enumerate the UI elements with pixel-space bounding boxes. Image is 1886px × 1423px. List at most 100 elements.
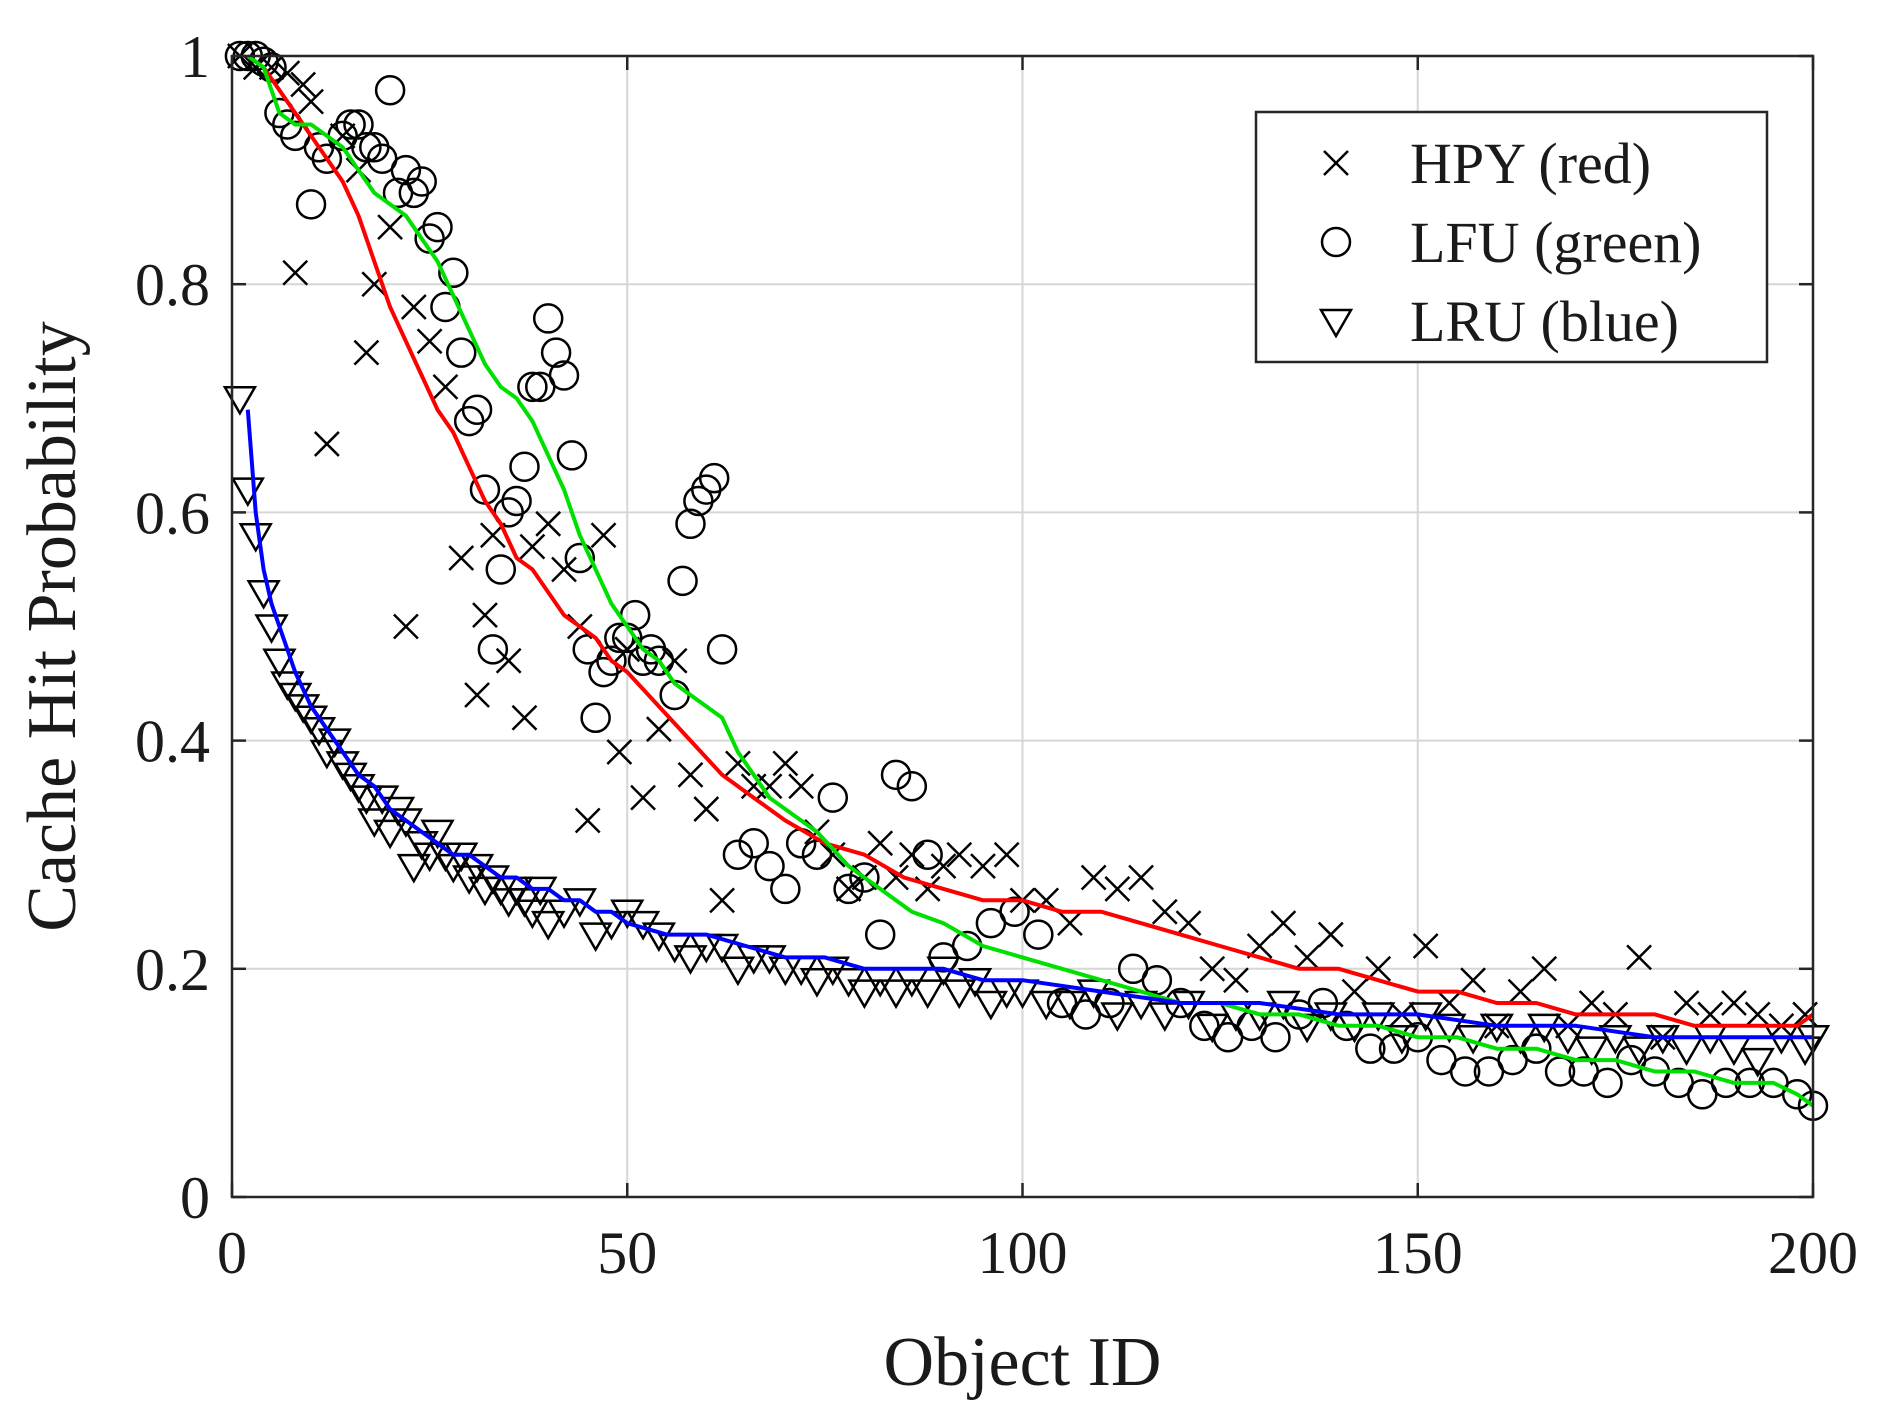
marker-lfu: [548, 360, 580, 391]
marker-lru: [673, 945, 708, 975]
x-tick-label: 50: [597, 1220, 657, 1286]
marker-lfu: [517, 371, 548, 403]
marker-hpy: [298, 88, 324, 115]
marker-hpy: [1199, 955, 1226, 982]
marker-lru: [1527, 1013, 1562, 1044]
marker-lfu: [880, 759, 912, 791]
marker-hpy: [677, 761, 704, 788]
marker-hpy: [1294, 944, 1320, 971]
marker-hpy: [432, 374, 459, 400]
marker-lru: [388, 808, 424, 838]
y-tick-label: 0.4: [135, 709, 210, 775]
x-tick-label: 200: [1768, 1220, 1858, 1286]
line-lru: [245, 409, 1813, 1040]
legend-symbol-lfu: [1320, 226, 1352, 258]
marker-hpy: [1697, 1001, 1724, 1028]
marker-lfu: [864, 919, 896, 950]
x-tick-label: 0: [217, 1220, 247, 1286]
marker-lfu: [999, 896, 1030, 927]
marker-lru: [372, 819, 408, 850]
marker-lru: [910, 979, 945, 1010]
marker-lfu: [556, 440, 588, 471]
marker-lfu: [1355, 1033, 1386, 1064]
marker-hpy: [930, 853, 957, 879]
marker-lfu: [643, 645, 675, 676]
marker-hpy: [290, 71, 317, 98]
marker-hpy: [709, 887, 735, 914]
marker-hpy: [472, 602, 498, 628]
marker-lru: [531, 910, 566, 941]
marker-lru: [317, 728, 352, 759]
marker-hpy: [970, 853, 996, 879]
y-tick-label: 0: [180, 1165, 210, 1231]
marker-lfu: [667, 565, 698, 597]
marker-lfu: [406, 166, 437, 197]
marker-hpy: [464, 682, 490, 708]
marker-lfu: [738, 828, 769, 859]
marker-lru: [878, 979, 914, 1010]
marker-hpy: [274, 60, 301, 86]
marker-lfu: [754, 850, 785, 882]
marker-lru: [1100, 1002, 1135, 1032]
marker-lfu: [564, 542, 596, 574]
marker-hpy: [1673, 990, 1700, 1016]
marker-lru: [262, 648, 297, 679]
marker-hpy: [574, 807, 601, 834]
marker-lfu: [422, 211, 453, 243]
legend-marker-lru: [1318, 308, 1354, 339]
marker-lfu: [461, 394, 493, 425]
marker-hpy: [1151, 898, 1178, 925]
marker-hpy: [400, 294, 427, 320]
y-tick-label: 0.8: [135, 252, 210, 318]
marker-hpy: [1744, 1001, 1771, 1028]
axis-ticks: 0 50 100 150 200 0 0.2 0.4 0.6 0.8 1: [135, 24, 1858, 1286]
marker-hpy: [867, 830, 894, 857]
marker-hpy: [835, 876, 862, 902]
marker-hpy: [495, 647, 522, 674]
marker-hpy: [519, 533, 546, 560]
legend-symbol-hpy: [1323, 150, 1349, 176]
legend-marker-lfu: [1320, 226, 1352, 258]
marker-lfu: [675, 508, 706, 540]
marker-hpy: [1175, 910, 1202, 937]
marker-lru: [942, 979, 977, 1010]
marker-hpy: [898, 841, 925, 868]
marker-lfu: [849, 862, 880, 893]
line-lfu: [246, 54, 1815, 1108]
x-axis-title: Object ID: [884, 1324, 1162, 1401]
marker-lru: [515, 899, 550, 930]
marker-lfu: [1260, 1022, 1291, 1053]
marker-lfu: [912, 839, 943, 870]
marker-hpy: [448, 545, 475, 571]
marker-lru: [847, 979, 882, 1010]
marker-lfu: [485, 554, 517, 585]
marker-lfu: [509, 451, 540, 483]
marker-hpy: [1626, 944, 1652, 971]
marker-lfu: [295, 189, 327, 220]
marker-hpy: [1436, 990, 1463, 1016]
legend-marker-hpy: [1323, 150, 1349, 176]
marker-lfu: [532, 303, 564, 334]
y-tick-label: 0.2: [135, 937, 210, 1003]
marker-lfu: [1449, 1056, 1481, 1087]
marker-lfu: [248, 46, 279, 77]
marker-hpy: [353, 339, 380, 366]
marker-lfu: [335, 109, 366, 140]
marker-hpy: [725, 750, 751, 777]
marker-hpy: [645, 716, 672, 743]
marker-lfu: [817, 782, 849, 813]
legend: HPY (red) LFU (green) LRU (blue): [1254, 110, 1769, 364]
marker-lfu: [706, 634, 738, 665]
marker-lfu: [1592, 1067, 1623, 1099]
marker-lfu: [351, 132, 382, 163]
marker-lru: [752, 945, 787, 975]
marker-lru: [1147, 1002, 1182, 1032]
marker-hpy: [1317, 921, 1344, 948]
marker-lfu: [501, 485, 532, 517]
marker-lfu: [390, 154, 422, 186]
marker-hpy: [1531, 955, 1558, 982]
marker-lru: [562, 888, 597, 918]
legend-entry-hpy: HPY (red): [1410, 131, 1651, 196]
marker-lfu: [438, 257, 469, 289]
